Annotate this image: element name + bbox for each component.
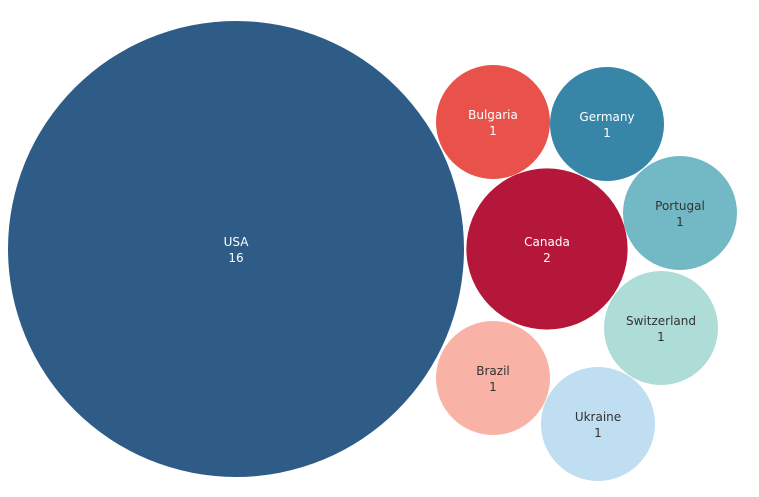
- bubble-canada[interactable]: Canada 2: [466, 168, 628, 330]
- bubble-circle-bulgaria[interactable]: [436, 65, 550, 179]
- bubble-value-usa: 16: [228, 251, 243, 265]
- bubble-label-switzerland: Switzerland: [626, 314, 696, 328]
- bubble-circle-ukraine[interactable]: [541, 367, 655, 481]
- bubble-germany[interactable]: Germany 1: [550, 67, 664, 181]
- bubble-label-germany: Germany: [579, 110, 634, 124]
- bubble-circle-switzerland[interactable]: [604, 271, 718, 385]
- bubble-label-brazil: Brazil: [476, 364, 510, 378]
- bubble-usa[interactable]: USA 16: [8, 21, 464, 477]
- bubble-bulgaria[interactable]: Bulgaria 1: [436, 65, 550, 179]
- bubble-circle-usa[interactable]: [8, 21, 464, 477]
- bubble-circle-brazil[interactable]: [436, 321, 550, 435]
- bubble-value-brazil: 1: [489, 380, 497, 394]
- bubble-circle-germany[interactable]: [550, 67, 664, 181]
- bubble-label-ukraine: Ukraine: [575, 410, 621, 424]
- bubble-brazil[interactable]: Brazil 1: [436, 321, 550, 435]
- bubble-circle-canada[interactable]: [466, 168, 628, 330]
- bubble-portugal[interactable]: Portugal 1: [623, 156, 737, 270]
- bubble-circle-portugal[interactable]: [623, 156, 737, 270]
- bubble-value-switzerland: 1: [657, 330, 665, 344]
- bubble-switzerland[interactable]: Switzerland 1: [604, 271, 718, 385]
- bubble-label-canada: Canada: [524, 235, 570, 249]
- bubble-value-germany: 1: [603, 126, 611, 140]
- bubble-label-bulgaria: Bulgaria: [468, 108, 518, 122]
- bubble-value-canada: 2: [543, 251, 551, 265]
- bubble-ukraine[interactable]: Ukraine 1: [541, 367, 655, 481]
- bubble-value-ukraine: 1: [594, 426, 602, 440]
- bubble-label-usa: USA: [224, 235, 250, 249]
- bubble-value-bulgaria: 1: [489, 124, 497, 138]
- bubble-value-portugal: 1: [676, 215, 684, 229]
- bubble-label-portugal: Portugal: [655, 199, 705, 213]
